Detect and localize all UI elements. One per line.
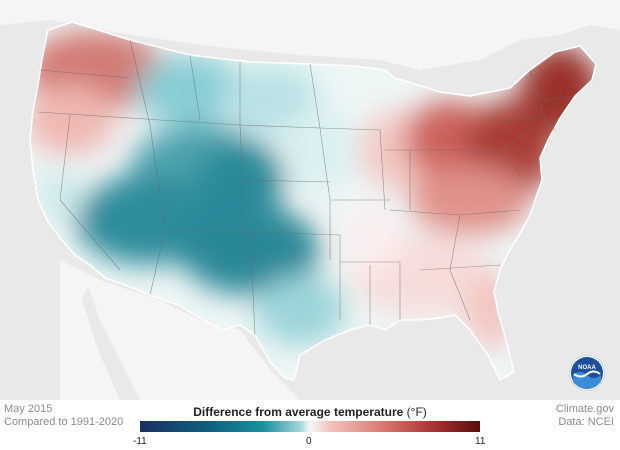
legend-color-scale — [140, 421, 480, 432]
baseline-label: Compared to 1991-2020 — [4, 416, 124, 428]
legend-max-label: 11 — [475, 436, 486, 447]
noaa-emblem: NOAA — [571, 357, 603, 389]
gulf-of-california — [82, 285, 140, 400]
legend-title: Difference from average temperature (°F) — [140, 405, 480, 419]
temperature-anomaly-map — [0, 0, 620, 400]
legend-min-label: -11 — [133, 436, 147, 447]
map-panel — [0, 0, 620, 400]
legend-unit: (°F) — [406, 405, 427, 419]
noaa-logo-text: NOAA — [578, 365, 596, 371]
state-boundaries — [37, 39, 576, 336]
canada-land — [0, 0, 620, 70]
date-label: May 2015 — [4, 403, 53, 415]
us-outline — [29, 21, 597, 382]
credit-data: Data: NCEI — [558, 416, 614, 428]
legend-title-text: Difference from average temperature — [193, 405, 404, 419]
credit-site: Climate.gov — [555, 403, 614, 415]
noaa-logo-icon: NOAA — [570, 356, 604, 390]
legend-mid-label: 0 — [306, 436, 312, 447]
